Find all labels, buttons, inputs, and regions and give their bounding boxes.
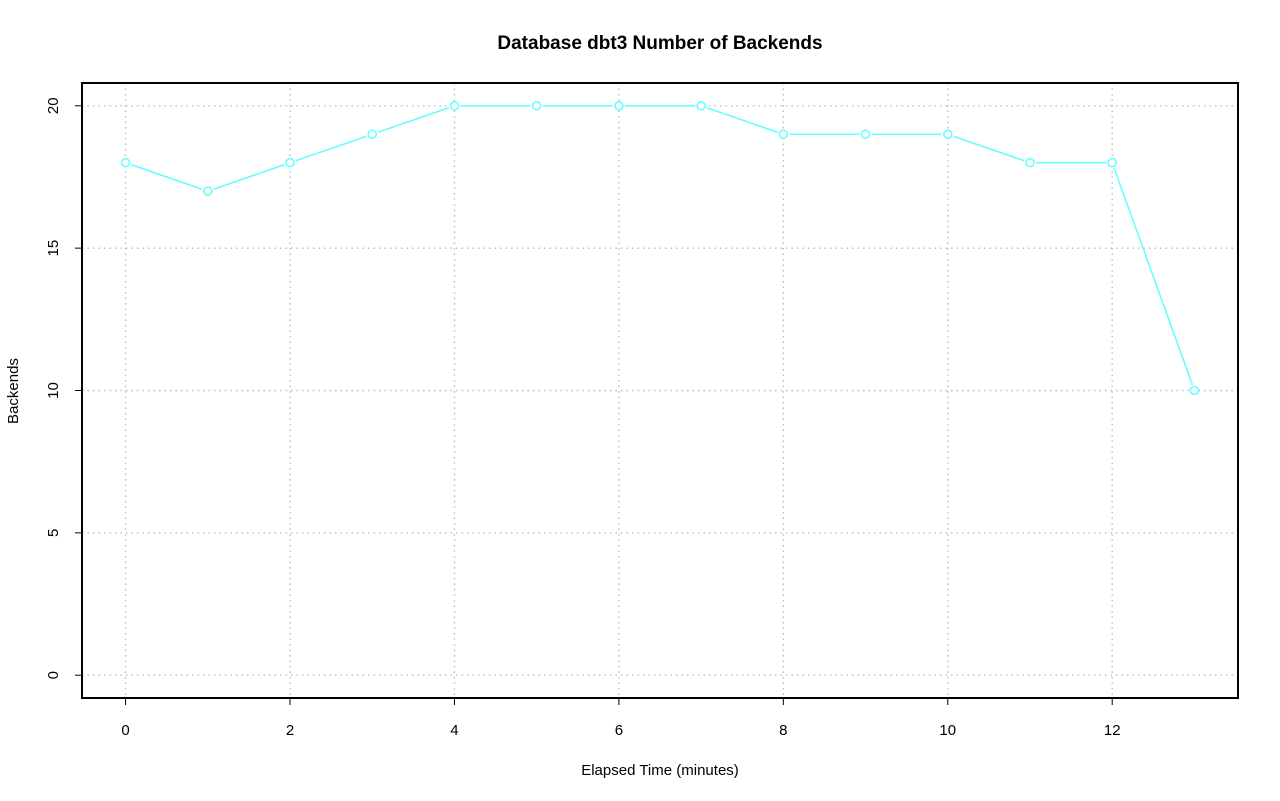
x-axis: 0 2 4 6 8 10 12: [121, 698, 1121, 739]
x-tick-label: 6: [615, 722, 623, 739]
data-point: [449, 100, 460, 111]
x-tick-label: 0: [121, 722, 129, 739]
y-axis: 0 5 10 15 20: [45, 97, 82, 679]
y-tick-label: 5: [45, 529, 62, 537]
series-line-segment: [953, 135, 1025, 162]
data-point: [1189, 385, 1200, 396]
x-tick-label: 8: [779, 722, 787, 739]
series-line-segment: [295, 135, 367, 162]
data-point: [614, 100, 624, 111]
series-line-segment: [706, 106, 778, 134]
series-line-segment: [130, 163, 203, 190]
data-point: [778, 129, 789, 140]
data-point: [531, 100, 542, 111]
y-tick-label: 0: [45, 671, 62, 679]
data-point: [120, 157, 131, 168]
data-point: [942, 129, 953, 140]
chart-title: Database dbt3 Number of Backends: [497, 33, 822, 54]
grid: [82, 83, 1238, 698]
x-tick-label: 2: [286, 722, 294, 739]
y-tick-label: 10: [45, 382, 62, 399]
data-point: [1025, 157, 1035, 168]
y-tick-label: 15: [45, 240, 62, 257]
series-line-segment: [213, 163, 285, 190]
y-tick-label: 20: [45, 97, 62, 114]
x-tick-label: 12: [1104, 722, 1121, 739]
data-point: [367, 129, 378, 140]
x-axis-label: Elapsed Time (minutes): [581, 762, 739, 779]
series-layer: [120, 100, 1200, 396]
data-point: [202, 186, 213, 196]
data-point: [860, 129, 871, 140]
y-axis-label: Backends: [5, 358, 22, 424]
data-point: [1107, 157, 1118, 168]
data-point: [285, 157, 295, 168]
series-line-segment: [377, 106, 450, 134]
series-group: [120, 100, 1200, 396]
data-point: [696, 100, 706, 111]
series-line-segment: [1113, 168, 1194, 386]
x-tick-label: 4: [450, 722, 458, 739]
x-tick-label: 10: [939, 722, 956, 739]
